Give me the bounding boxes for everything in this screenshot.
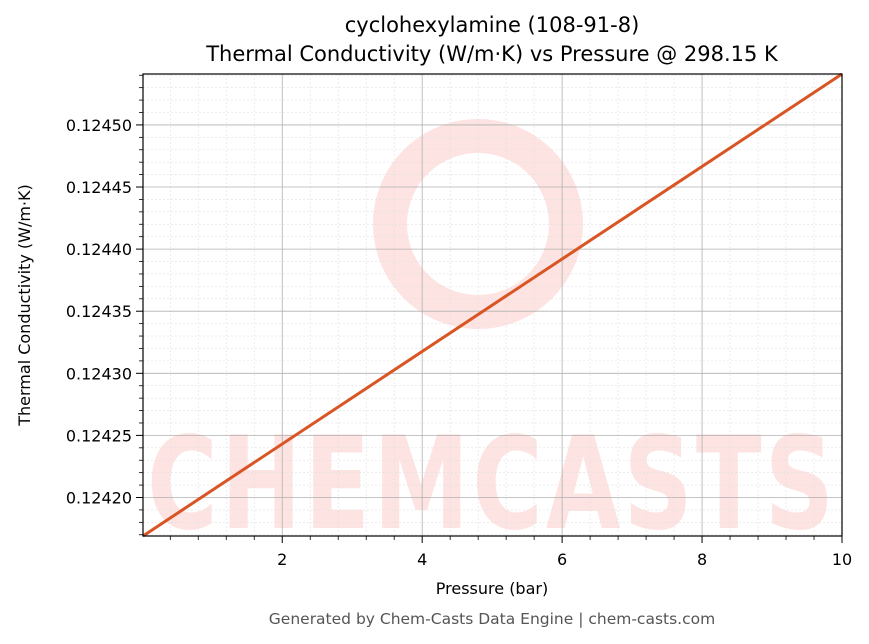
x-tick-label: 2 xyxy=(277,550,287,569)
minor-grid xyxy=(143,74,842,536)
x-tick-label: 8 xyxy=(697,550,707,569)
y-axis-label: Thermal Conductivity (W/m·K) xyxy=(15,184,34,427)
y-tick-label: 0.12425 xyxy=(66,426,132,445)
y-tick-label: 0.12450 xyxy=(66,116,132,135)
chart-title: cyclohexylamine (108-91-8) xyxy=(345,13,640,37)
footer-credit: Generated by Chem-Casts Data Engine | ch… xyxy=(269,610,715,628)
plot-frame xyxy=(142,73,843,537)
y-tick-label: 0.12435 xyxy=(66,302,132,321)
series-layer xyxy=(142,72,843,538)
y-tick-label: 0.12430 xyxy=(66,364,132,383)
y-tick-label: 0.12420 xyxy=(66,489,132,508)
chart-subtitle: Thermal Conductivity (W/m·K) vs Pressure… xyxy=(205,42,779,66)
x-axis-label: Pressure (bar) xyxy=(436,579,548,598)
y-tick-label: 0.12445 xyxy=(66,178,132,197)
series-line xyxy=(142,72,843,538)
major-grid xyxy=(143,74,843,536)
x-tick-label: 10 xyxy=(832,550,852,569)
watermark-text: CHEMCASTS xyxy=(147,410,837,559)
x-tick-label: 6 xyxy=(557,550,567,569)
x-tick-label: 4 xyxy=(417,550,427,569)
x-axis: 2 4 6 8 10 xyxy=(169,536,852,569)
y-axis: 0.12420 0.12425 0.12430 0.12435 0.12440 0.124… xyxy=(66,74,143,536)
y-tick-label: 0.12440 xyxy=(66,240,132,259)
